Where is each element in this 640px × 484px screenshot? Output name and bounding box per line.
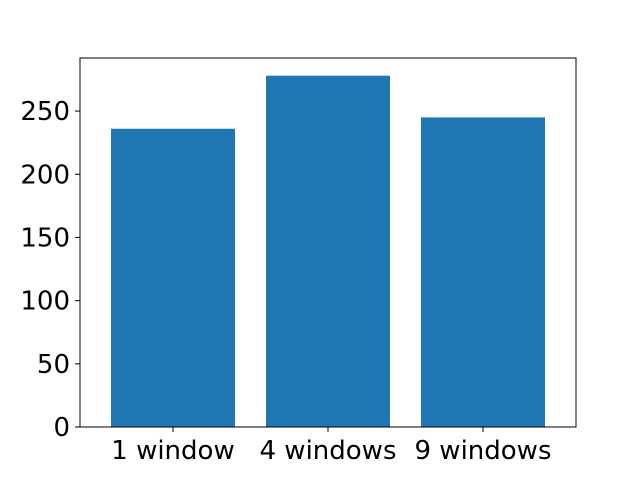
y-tick-label: 200: [20, 160, 70, 190]
bar-1-window: [111, 128, 235, 427]
y-tick-label: 50: [37, 350, 70, 380]
y-axis: 0 50 100 150 200 250: [20, 97, 80, 443]
y-tick-label: 100: [20, 287, 70, 317]
bar-9-windows: [421, 117, 545, 428]
bars-group: [111, 75, 545, 428]
x-axis: 1 window 4 windows 9 windows: [111, 427, 552, 466]
y-tick-label: 150: [20, 223, 70, 253]
bar-4-windows: [266, 75, 390, 428]
y-tick-label: 250: [20, 97, 70, 127]
y-tick-label: 0: [53, 413, 70, 443]
x-tick-label: 1 window: [111, 436, 234, 466]
x-tick-label: 4 windows: [260, 436, 397, 466]
plot-frame: [79, 57, 577, 428]
x-tick-label: 9 windows: [415, 436, 552, 466]
